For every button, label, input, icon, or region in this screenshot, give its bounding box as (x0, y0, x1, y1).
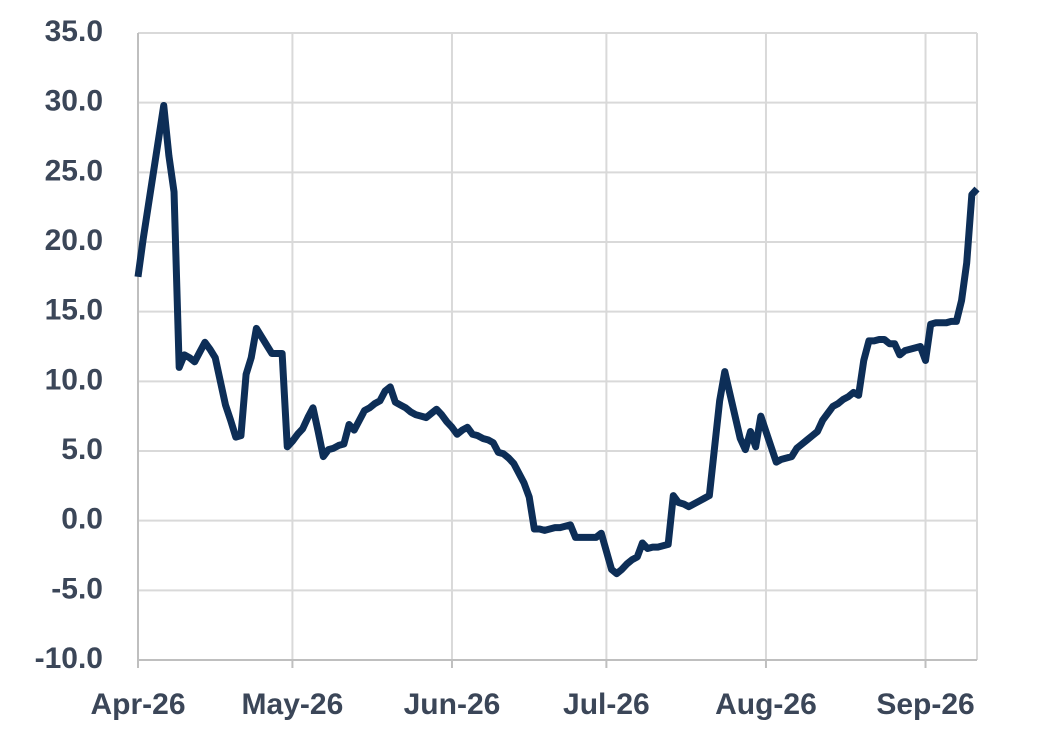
y-tick-label: -5.0 (51, 572, 103, 605)
y-tick-label: 20.0 (45, 224, 103, 257)
x-tick-label: Jul-26 (563, 688, 650, 721)
data-line (134, 101, 980, 578)
y-tick-label: 30.0 (45, 85, 103, 118)
x-tick-label: May-26 (242, 688, 344, 721)
y-tick-label: 25.0 (45, 154, 103, 187)
x-tick-label: Jun-26 (404, 688, 501, 721)
y-tick-label: 5.0 (61, 433, 103, 466)
y-tick-label: -10.0 (35, 642, 103, 675)
x-tick-label: Sep-26 (876, 688, 974, 721)
y-tick-label: 15.0 (45, 294, 103, 327)
x-tick-label: Apr-26 (90, 688, 185, 721)
y-tick-label: 10.0 (45, 363, 103, 396)
x-tick-label: Aug-26 (715, 688, 817, 721)
y-tick-label: 35.0 (45, 15, 103, 48)
y-tick-label: 0.0 (61, 503, 103, 536)
